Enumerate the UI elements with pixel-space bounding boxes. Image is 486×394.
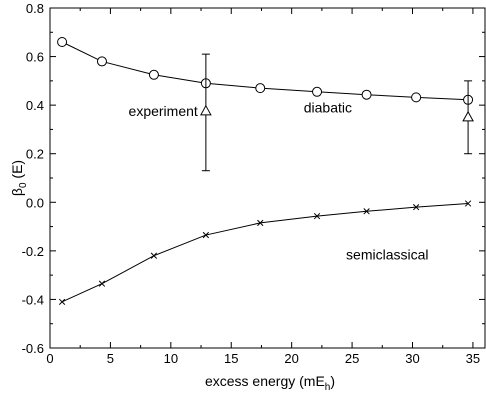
- y-tick-label: -0.6: [22, 341, 44, 356]
- annotation-diabatic: diabatic: [304, 100, 352, 116]
- diabatic-point: [255, 83, 266, 94]
- y-tick-label: -0.2: [22, 244, 44, 259]
- x-tick-label: 30: [405, 351, 419, 366]
- ticks: 0 5 10 15 20 25 30 35 -0.6 -0.4 -0.2 0.0 0.2 0.4 0.6 0.…: [22, 1, 485, 366]
- diabatic-point: [411, 92, 422, 103]
- semiclassical-point: [150, 252, 158, 259]
- x-axis-title: excess energy (mEh): [205, 373, 335, 393]
- semiclassical-point: [313, 212, 321, 220]
- y-tick-label: 0.2: [26, 147, 44, 162]
- annotation-semiclassical: semiclassical: [346, 247, 428, 263]
- diabatic-point: [312, 86, 323, 97]
- annotation-experiment: experiment: [129, 103, 198, 119]
- series-experiment: [200, 53, 474, 172]
- semiclassical-point: [202, 231, 210, 239]
- semiclassical-point: [412, 203, 420, 211]
- semiclassical-point: [58, 298, 66, 306]
- y-tick-label: 0.8: [26, 1, 44, 16]
- experiment-point: [462, 110, 474, 122]
- plot-frame: [49, 7, 486, 349]
- x-tick-label: 20: [284, 351, 298, 366]
- series-diabatic: [57, 37, 474, 105]
- x-tick-label: 5: [107, 351, 114, 366]
- x-tick-label: 0: [46, 351, 53, 366]
- series-semiclassical: [58, 200, 472, 306]
- diabatic-point: [361, 89, 372, 100]
- y-tick-label: -0.4: [22, 292, 44, 307]
- diabatic-point: [148, 69, 159, 80]
- experiment-point: [200, 104, 212, 116]
- series: [57, 37, 474, 306]
- semiclassical-point: [98, 280, 106, 287]
- diabatic-line: [61, 41, 469, 101]
- x-tick-label: 15: [224, 351, 238, 366]
- annotations: experiment diabatic semiclassical: [129, 100, 429, 263]
- y-axis-title: β0 (E): [9, 160, 29, 196]
- axes: [49, 7, 486, 349]
- diabatic-point: [96, 56, 107, 67]
- x-tick-label: 25: [345, 351, 359, 366]
- y-tick-label: 0.0: [26, 195, 44, 210]
- semiclassical-point: [464, 200, 472, 207]
- y-tick-label: 0.6: [26, 50, 44, 65]
- y-tick-label: 0.4: [26, 98, 44, 113]
- diabatic-point: [57, 37, 68, 47]
- x-tick-label: 10: [164, 351, 178, 366]
- semiclassical-point: [257, 219, 264, 227]
- x-tick-label: 35: [466, 351, 480, 366]
- semiclassical-point: [363, 208, 370, 215]
